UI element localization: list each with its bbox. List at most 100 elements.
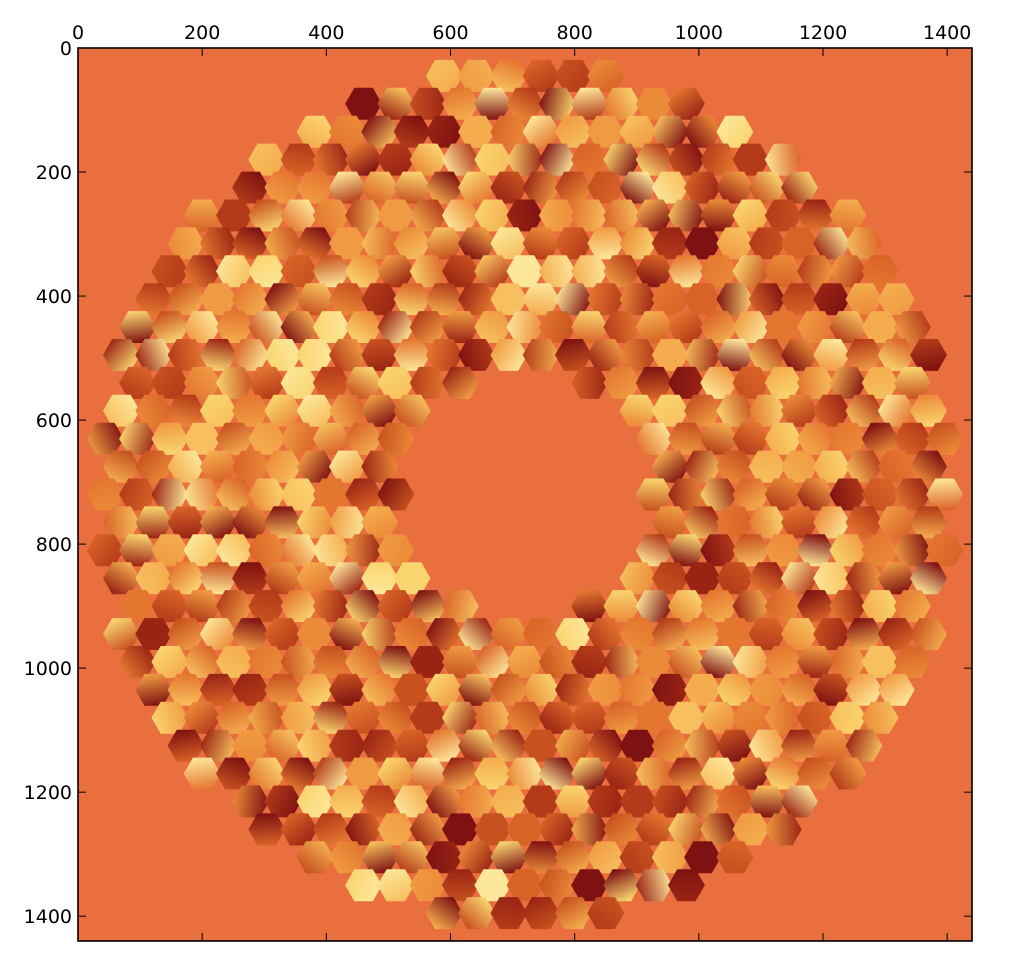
hex-segment (893, 534, 931, 567)
hex-segment (684, 562, 721, 595)
hex-segment (361, 562, 399, 595)
hex-segment (764, 366, 802, 399)
hex-segment (732, 590, 770, 623)
hex-segment (748, 506, 786, 539)
hex-segment (555, 171, 592, 204)
hex-segment (296, 506, 334, 539)
hex-segment (199, 673, 237, 706)
hex-segment (280, 422, 318, 455)
hex-segment (684, 841, 721, 874)
hex-segment (296, 171, 334, 204)
hex-segment (216, 478, 253, 511)
hex-segment (684, 729, 721, 762)
hex-segment (377, 87, 415, 120)
hex-segment (458, 227, 495, 260)
y-axis: 0 200 400 600 800 1000 1200 1400 (24, 38, 972, 928)
x-axis: 0 200 400 600 800 1000 1200 1400 (72, 22, 971, 941)
hex-segment (813, 506, 851, 539)
hex-segment (829, 701, 867, 734)
hex-segment (732, 366, 770, 399)
hex-segment (700, 701, 738, 734)
hex-segment (442, 199, 479, 232)
hex-segment (587, 115, 625, 148)
hex-segment (232, 729, 269, 762)
hex-segment (797, 646, 834, 678)
hex-segment (167, 562, 205, 595)
hex-segment (199, 227, 237, 260)
hex-segment (861, 255, 899, 288)
hex-segment (409, 701, 447, 734)
hex-segment (264, 171, 302, 204)
hex-segment (764, 590, 802, 623)
hex-segment (199, 506, 237, 539)
y-tick-label: 1400 (24, 906, 72, 928)
y-tick-label: 0 (60, 38, 72, 60)
hex-segment (603, 366, 641, 399)
hex-segment (861, 646, 899, 678)
hex-segment (329, 618, 366, 650)
hex-segment (651, 673, 689, 706)
hex-segment (361, 618, 399, 650)
hex-segment (845, 394, 883, 427)
hex-segment (781, 171, 818, 204)
x-tick-label: 1000 (675, 22, 723, 44)
hex-segment (716, 841, 754, 874)
hex-segment (619, 339, 657, 371)
hex-segment (619, 785, 657, 818)
hex-segment (635, 757, 673, 790)
hex-segment (797, 199, 834, 232)
hex-segment (199, 562, 237, 595)
hex-segment (797, 366, 834, 399)
hex-segment (861, 366, 899, 399)
hex-segment (490, 227, 528, 260)
hex-segment (797, 757, 834, 790)
hex-segment (216, 757, 253, 790)
hex-segment (296, 450, 334, 483)
hex-segment (538, 311, 576, 343)
hex-segment (248, 366, 286, 399)
hex-segment (151, 478, 189, 511)
hex-segment (716, 450, 754, 483)
hex-segment (361, 785, 399, 818)
hex-segment (732, 534, 770, 567)
hex-segment (264, 227, 302, 260)
hex-segment (474, 199, 512, 232)
hex-segment (280, 646, 318, 678)
hex-segment (474, 813, 512, 846)
hex-segment (506, 199, 544, 232)
hex-segment (345, 143, 382, 176)
hex-segment (716, 394, 754, 427)
hex-segment (668, 701, 705, 734)
hex-segment (458, 618, 495, 650)
hex-segment (264, 562, 302, 595)
hex-segment (538, 199, 576, 232)
hex-segment (425, 729, 463, 762)
hex-segment (425, 283, 463, 316)
hex-segment (619, 562, 657, 595)
hex-segment (216, 646, 253, 678)
hex-segment (199, 618, 237, 650)
hex-segment (635, 701, 673, 734)
hex-segment (571, 199, 608, 232)
hex-segment (571, 869, 608, 902)
hex-segment (296, 283, 334, 316)
hex-segment (716, 673, 754, 706)
hex-segment (135, 506, 173, 539)
hex-segment (474, 311, 512, 343)
hex-segment (587, 227, 625, 260)
hex-segment (442, 701, 479, 734)
hex-segment (571, 646, 608, 678)
hex-segment (393, 673, 431, 706)
hex-segment (587, 59, 625, 92)
hex-segment (425, 673, 463, 706)
hex-segment (377, 813, 415, 846)
hex-segment (474, 757, 512, 790)
hex-segment (506, 701, 544, 734)
y-tick-label: 600 (36, 410, 72, 432)
hex-segment (232, 394, 269, 427)
hex-segment (845, 506, 883, 539)
hex-segment (490, 59, 528, 92)
hex-segment (877, 673, 915, 706)
hex-segment (587, 841, 625, 874)
hex-segment (797, 478, 834, 511)
